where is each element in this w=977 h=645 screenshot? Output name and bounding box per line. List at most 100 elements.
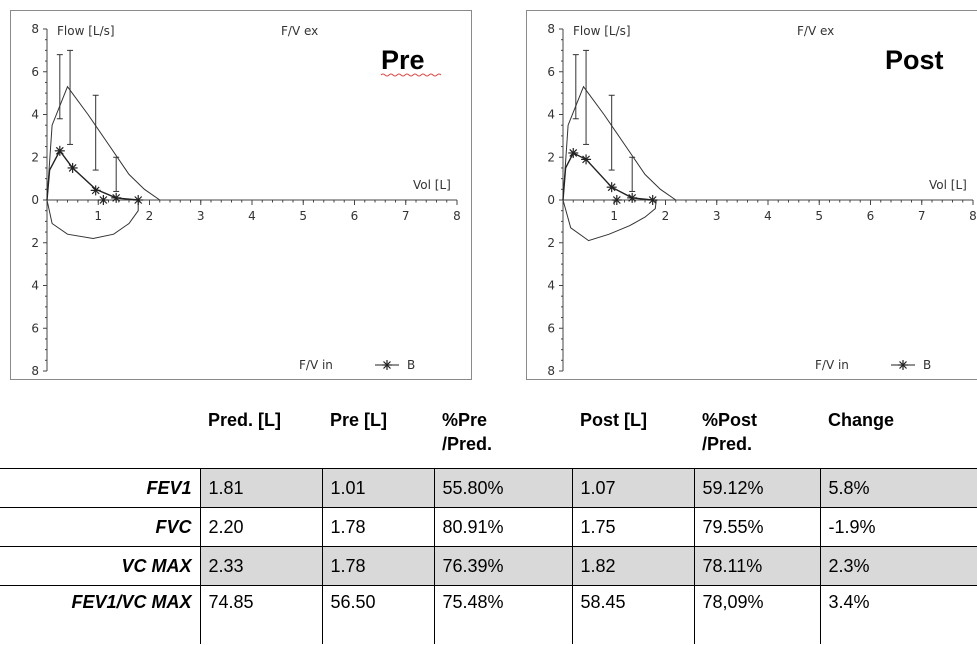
header-pct-pre-text: %Pre /Pred.: [442, 410, 493, 454]
y-tick-label: 4: [31, 279, 39, 293]
star-stroke: [99, 196, 108, 204]
table-header-row: Pred. [L] Pre [L] %Pre /Pred. Post [L] %…: [0, 400, 977, 468]
header-pre: Pre [L]: [330, 410, 388, 430]
predicted-curve: [46, 85, 161, 201]
table-row: FEV1/VC MAX 74.85 56.50 75.48% 58.45 78,…: [0, 584, 977, 645]
x-tick-label: 2: [662, 209, 670, 223]
header-pred: Pred. [L]: [208, 410, 282, 430]
x-tick-label: 7: [918, 209, 926, 223]
fv-in-label: F/V in: [299, 358, 333, 372]
x-tick-label: 8: [969, 209, 977, 223]
fv-in-label: F/V in: [815, 358, 849, 372]
fv-ex-label: F/V ex: [281, 24, 318, 38]
x-tick-label: 5: [299, 209, 307, 223]
measured-curve: [562, 152, 653, 201]
data-point-marker: [606, 182, 617, 193]
chart-title-post: Post: [885, 45, 944, 75]
cell-pct-pre: 76.39%: [433, 545, 572, 585]
legend-series-label: B: [923, 358, 931, 372]
data-point-marker: [111, 192, 122, 203]
cell-post: 1.75: [571, 506, 694, 546]
cell-post: 58.45: [571, 584, 694, 645]
cell-pct-pre: 55.80%: [433, 467, 572, 507]
y-tick-label: 6: [31, 321, 39, 335]
table-row: VC MAX 2.33 1.78 76.39% 1.82 78.11% 2.3%: [0, 545, 977, 585]
y-tick-label: 6: [31, 65, 39, 79]
data-point-marker: [611, 195, 622, 205]
legend-marker: [382, 360, 392, 370]
header-pct-post: %Post /Pred.: [694, 400, 820, 468]
cell-post: 1.82: [571, 545, 694, 585]
data-point-marker: [90, 185, 101, 196]
y-tick-label: 8: [31, 364, 39, 378]
chart-svg-post: Flow [L/s] F/V ex Post Vol [L] F/V in B …: [547, 22, 977, 378]
data-point-marker: [54, 145, 65, 156]
star-stroke: [112, 193, 121, 202]
star-stroke: [383, 361, 391, 369]
cell-change: 3.4%: [819, 584, 977, 645]
legend-marker: [898, 360, 908, 370]
cell-pct-post: 78.11%: [693, 545, 820, 585]
x-axis-label: Vol [L]: [413, 178, 451, 192]
data-point-marker: [581, 154, 592, 165]
cell-pre: 1.78: [321, 545, 434, 585]
header-cell-empty: [0, 400, 200, 468]
fv-ex-label: F/V ex: [797, 24, 834, 38]
row-label: FEV1/VC MAX: [0, 584, 200, 645]
y-tick-label: 4: [547, 279, 555, 293]
y-tick-label: 6: [547, 65, 555, 79]
star-stroke: [582, 155, 590, 164]
star-stroke: [68, 164, 77, 172]
y-tick-label: 8: [547, 22, 555, 36]
cell-change: -1.9%: [819, 506, 977, 546]
y-tick-label: 4: [547, 108, 555, 122]
cell-pct-post: 79.55%: [693, 506, 820, 546]
header-pct-pre: %Pre /Pred.: [434, 400, 572, 468]
cell-change: 2.3%: [819, 545, 977, 585]
y-tick-label: 6: [547, 321, 555, 335]
y-tick-label: 8: [547, 364, 555, 378]
spellcheck-underline: [380, 73, 442, 77]
star-stroke: [612, 196, 621, 204]
x-tick-label: 1: [610, 209, 618, 223]
data-point-marker: [133, 195, 144, 205]
x-tick-label: 1: [94, 209, 102, 223]
cell-pred: 2.20: [199, 506, 322, 546]
y-tick-label: 2: [547, 150, 555, 164]
star-stroke: [628, 193, 637, 202]
data-point-marker: [627, 192, 638, 203]
y-tick-label: 0: [31, 193, 39, 207]
star-stroke: [648, 196, 657, 204]
row-label: VC MAX: [0, 545, 200, 585]
x-tick-label: 3: [713, 209, 721, 223]
y-tick-label: 0: [547, 193, 555, 207]
x-tick-label: 6: [867, 209, 875, 223]
cell-pred: 2.33: [199, 545, 322, 585]
cell-post: 1.07: [571, 467, 694, 507]
flow-axis-label: Flow [L/s]: [573, 24, 631, 38]
legend-series-label: B: [407, 358, 415, 372]
x-tick-label: 4: [248, 209, 256, 223]
flow-volume-chart-post: Flow [L/s] F/V ex Post Vol [L] F/V in B …: [526, 10, 977, 380]
star-stroke: [607, 183, 616, 192]
row-label: FVC: [0, 506, 200, 546]
y-tick-label: 2: [31, 150, 39, 164]
cell-pred: 1.81: [199, 467, 322, 507]
cell-pct-pre: 75.48%: [433, 584, 572, 645]
header-pct-post-text: %Post /Pred.: [702, 410, 758, 454]
x-tick-label: 6: [351, 209, 359, 223]
cell-pre: 56.50: [321, 584, 434, 645]
x-tick-label: 4: [764, 209, 772, 223]
predicted-curve: [562, 85, 677, 201]
x-tick-label: 8: [453, 209, 461, 223]
star-stroke: [899, 361, 907, 369]
y-tick-label: 8: [31, 22, 39, 36]
cell-pre: 1.78: [321, 506, 434, 546]
chart-title-pre: Pre: [381, 45, 425, 75]
spirometry-results-table: Pred. [L] Pre [L] %Pre /Pred. Post [L] %…: [0, 400, 977, 645]
measured-curve: [46, 149, 139, 201]
cell-pre: 1.01: [321, 467, 434, 507]
data-point-marker: [568, 147, 579, 158]
row-label: FEV1: [0, 467, 200, 507]
y-tick-label: 2: [31, 236, 39, 250]
